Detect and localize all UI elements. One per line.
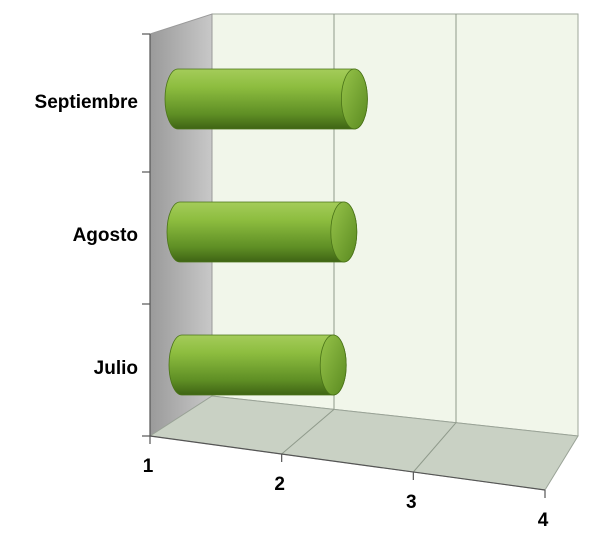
x-tick-label: 4 (538, 510, 549, 531)
category-label: Agosto (73, 225, 138, 246)
x-tick-label: 2 (274, 474, 285, 495)
bar-septiembre (164, 68, 368, 130)
gridline-floor-3 (412, 422, 457, 473)
bar-body (164, 68, 368, 130)
bar-julio (168, 334, 347, 396)
bars (164, 68, 368, 396)
axes (142, 33, 546, 498)
bar-end-cap (330, 201, 358, 263)
bar-body (168, 334, 347, 396)
gridline-floor-2 (281, 408, 335, 455)
category-label: Septiembre (35, 92, 138, 113)
category-label: Julio (94, 358, 138, 379)
category-labels: Julio Agosto Septiembre (35, 92, 138, 379)
bar-body (166, 201, 358, 263)
x-tick-labels: 1 2 3 4 (143, 456, 549, 531)
x-axis-line (149, 435, 546, 491)
bar-end-cap (319, 334, 347, 396)
x-tick-label: 1 (143, 456, 154, 477)
bar-end-cap (340, 68, 368, 130)
x-tick-label: 3 (406, 492, 417, 513)
bar-agosto (166, 201, 358, 263)
